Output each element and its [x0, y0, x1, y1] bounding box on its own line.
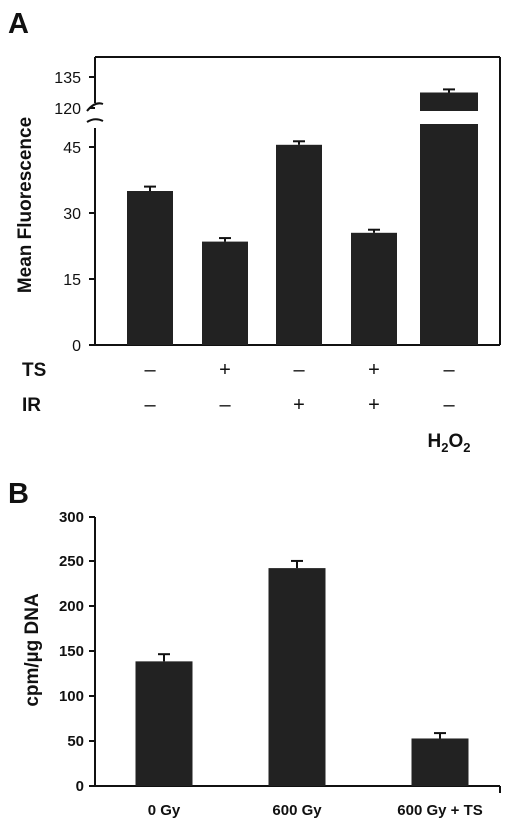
panel-a-axis-break-lower: [86, 118, 104, 123]
panel-b-tick-label-50: 50: [67, 733, 84, 750]
panel-a-condition-ts-label: TS: [22, 360, 46, 381]
panel-a-bar-5: [420, 92, 478, 345]
panel-b-tick-label-150: 150: [59, 643, 84, 660]
panel-b-bar-3: [411, 738, 469, 786]
panel-a-y-axis-title: Mean Fluorescence: [15, 117, 36, 293]
h2o2-o: O: [448, 431, 463, 452]
ts-sign-4: +: [368, 359, 380, 381]
panel-b: B cpm/µg DNA 0 50 100 150 200 250 300 0 …: [8, 478, 501, 819]
panel-b-category-label-600gy: 600 Gy: [272, 802, 322, 819]
panel-b-category-label-0gy: 0 Gy: [148, 802, 181, 819]
h2o2-sub1: 2: [441, 440, 448, 455]
panel-b-bar-2: [268, 568, 326, 786]
panel-a-tick-label-0: 0: [72, 338, 81, 355]
panel-a-tick-label-30: 30: [63, 206, 81, 223]
h2o2-h: H: [428, 431, 442, 452]
panel-b-category-label-600gy-ts: 600 Gy + TS: [397, 802, 482, 819]
panel-a-condition-ir-label: IR: [22, 395, 41, 416]
panel-b-tick-label-100: 100: [59, 688, 84, 705]
ir-sign-4: +: [368, 394, 380, 416]
panel-b-y-axis-title: cpm/µg DNA: [22, 593, 43, 707]
panel-a-bar-3: [276, 144, 322, 345]
panel-a-label: A: [8, 8, 29, 40]
panel-a-bar-break-gap: [420, 111, 478, 124]
ir-sign-5: –: [443, 394, 455, 416]
ts-sign-3: –: [293, 359, 305, 381]
panel-a-bar-4: [351, 232, 397, 345]
ir-sign-1: –: [144, 394, 156, 416]
ts-sign-2: +: [219, 359, 231, 381]
panel-b-label: B: [8, 478, 29, 510]
ir-sign-2: –: [219, 394, 231, 416]
ts-sign-5: –: [443, 359, 455, 381]
panel-a-bar-1: [127, 191, 173, 345]
panel-b-tick-label-200: 200: [59, 598, 84, 615]
panel-a: A Mean Fluorescence 0 15 30 45 120 135 T…: [8, 8, 501, 455]
panel-b-tick-label-300: 300: [59, 509, 84, 526]
panel-a-tick-label-45: 45: [63, 140, 81, 157]
panel-b-bars: [135, 559, 469, 786]
ir-sign-3: +: [293, 394, 305, 416]
h2o2-sub2: 2: [463, 440, 470, 455]
panel-a-axis-break-upper: [86, 102, 104, 112]
panel-a-bars: [127, 88, 478, 345]
h2o2-label: H2O2: [428, 431, 471, 455]
panel-a-bar-2: [202, 241, 248, 345]
panel-b-tick-label-0: 0: [76, 778, 84, 795]
panel-a-tick-label-135: 135: [54, 70, 81, 87]
panel-b-bar-1: [135, 661, 193, 786]
panel-a-tick-label-15: 15: [63, 272, 81, 289]
panel-a-tick-label-120: 120: [54, 101, 81, 118]
panel-b-tick-label-250: 250: [59, 553, 84, 570]
ts-sign-1: –: [144, 359, 156, 381]
